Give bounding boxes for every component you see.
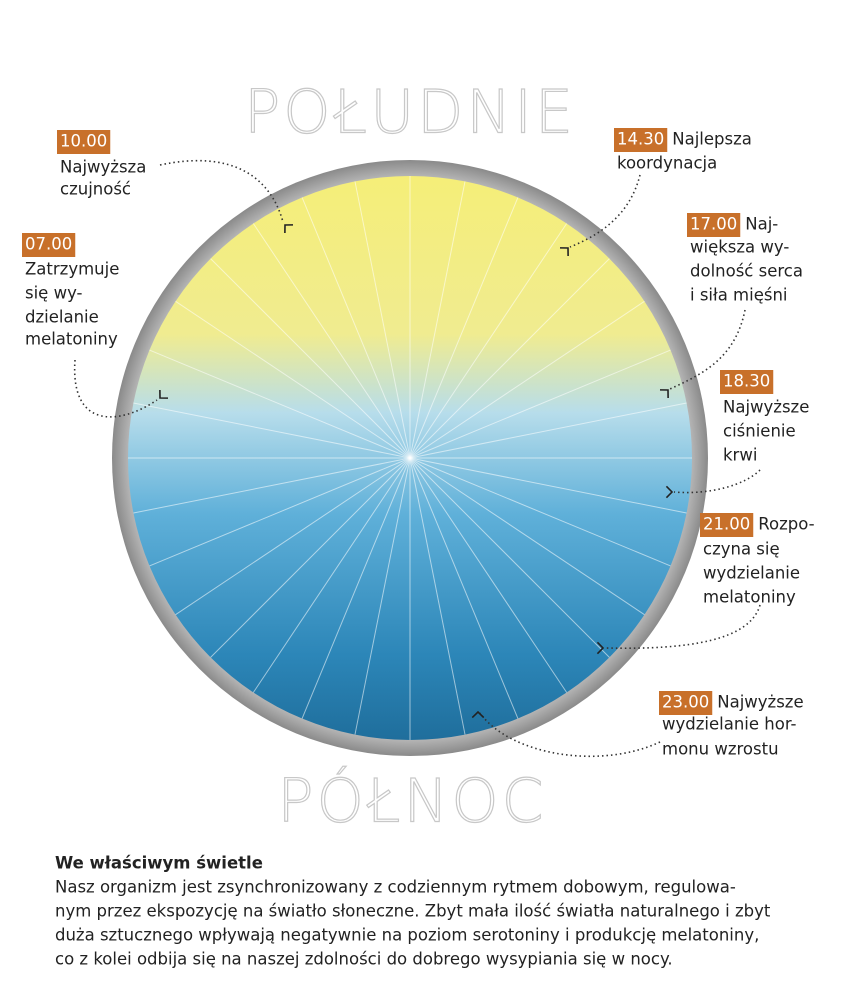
ray: [409, 197, 519, 459]
ray: [409, 258, 610, 459]
time-badge: [22, 233, 76, 257]
annotation-text: Rozpo-: [758, 515, 814, 534]
ray: [409, 457, 466, 735]
annotation-text: krwi: [723, 446, 757, 465]
annotation-text: dzielanie: [25, 308, 99, 327]
ray: [149, 349, 411, 459]
ray: [409, 181, 466, 459]
annotation-text: się wy-: [25, 284, 83, 303]
ray: [133, 457, 411, 514]
ray: [409, 457, 568, 693]
ray: [409, 402, 687, 459]
annotation-text: melatoniny: [25, 330, 118, 349]
connector: [605, 604, 761, 650]
time: 18.30: [723, 372, 770, 391]
ray: [301, 197, 411, 459]
annotation-text: monu wzrostu: [662, 740, 779, 759]
footer-body: Nasz organizm jest zsynchronizowany z co…: [55, 878, 771, 969]
ray: [409, 457, 687, 514]
top-label: POŁUDNIE: [244, 78, 576, 148]
ray: [409, 457, 610, 658]
arrow-head: [659, 389, 669, 399]
annotation-text: czyna się: [703, 540, 780, 559]
ray: [409, 300, 645, 459]
ray: [409, 223, 568, 459]
footer-line: co z kolei odbija się na naszej zdolnośc…: [55, 950, 673, 969]
annotation-text: większa wy-: [690, 238, 789, 257]
arrow-head: [471, 710, 485, 719]
connector: [569, 174, 641, 248]
annotation-text: dolność serca: [690, 262, 803, 281]
annotation-text: Najwyższe: [717, 693, 803, 712]
ray: [409, 457, 645, 616]
footer-title: We właściwym świetle: [55, 854, 263, 873]
ray: [252, 457, 411, 693]
ray: [301, 457, 411, 719]
annotation-text: melatoniny: [703, 588, 796, 607]
time-badge: [614, 128, 668, 152]
ray: [409, 349, 671, 459]
annotation-text: Najlepsza: [672, 130, 752, 149]
time: 07.00: [25, 235, 72, 254]
footer-line: duża sztucznego wpływają negatywnie na p…: [55, 926, 759, 945]
footer-line: nym przez ekspozycję na światło słoneczn…: [55, 902, 771, 921]
arrow-head: [159, 389, 169, 399]
annotation-text: Zatrzymuje: [25, 260, 119, 279]
time-badge: [687, 213, 741, 237]
time-badge: [720, 370, 774, 394]
annotation-text: czujność: [60, 180, 131, 199]
ray: [210, 258, 411, 459]
annotation-text: Najwyższe: [723, 398, 809, 417]
ray: [175, 457, 411, 616]
arrow-head: [559, 247, 569, 257]
ray: [149, 457, 411, 567]
time: 17.00: [690, 215, 737, 234]
ray: [409, 457, 519, 719]
arrow-head: [596, 641, 605, 655]
time: 21.00: [703, 515, 750, 534]
rays: [128, 176, 692, 740]
ray: [354, 181, 411, 459]
ray: [354, 457, 411, 735]
ray: [409, 457, 671, 567]
time-badge: [659, 691, 713, 715]
annotation-text: wydzielanie hor-: [662, 715, 797, 734]
ray: [133, 402, 411, 459]
arrow-head: [284, 224, 294, 234]
annotation-text: ciśnienie: [723, 422, 796, 441]
ray: [175, 300, 411, 459]
annotation-text: Najwyższa: [60, 158, 146, 177]
time: 14.30: [617, 130, 664, 149]
ray: [252, 223, 411, 459]
footer-line: Nasz organizm jest zsynchronizowany z co…: [55, 878, 736, 897]
ray: [210, 457, 411, 658]
time: 10.00: [60, 132, 107, 151]
connector: [159, 159, 284, 223]
time: 23.00: [662, 693, 709, 712]
bottom-label: PÓŁNOC: [277, 766, 546, 837]
annotations: 10.00 Najwyższa czujność 07.00 Zatrzymuje się…: [22, 128, 815, 759]
arrow-head: [665, 485, 674, 499]
annotation-text: Naj-: [745, 215, 778, 234]
annotation-text: wydzielanie: [703, 564, 800, 583]
time-badge: [700, 513, 754, 537]
annotation-text: i siła mięśni: [690, 286, 788, 305]
annotation-text: koordynacja: [617, 154, 717, 173]
time-badge: [57, 130, 111, 154]
